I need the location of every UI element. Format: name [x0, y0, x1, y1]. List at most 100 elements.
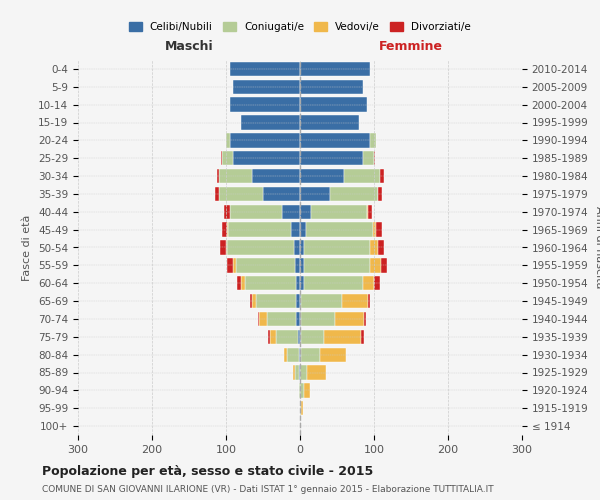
Bar [300, 348, 301, 362]
Bar [320, 348, 346, 362]
Bar [241, 116, 300, 130]
Bar [227, 258, 233, 272]
Bar [252, 294, 256, 308]
Bar [363, 276, 374, 290]
Bar [367, 204, 368, 219]
Bar [300, 222, 306, 237]
Y-axis label: Anni di nascita: Anni di nascita [594, 206, 600, 289]
Bar [226, 240, 227, 254]
Bar [263, 187, 300, 201]
Bar [299, 348, 300, 362]
Bar [236, 258, 295, 272]
Bar [329, 187, 378, 201]
Bar [284, 348, 287, 362]
Bar [300, 330, 301, 344]
Bar [258, 312, 259, 326]
Bar [218, 169, 252, 183]
Bar [361, 330, 364, 344]
Bar [233, 151, 300, 166]
Bar [224, 204, 230, 219]
Bar [291, 222, 300, 237]
Bar [300, 240, 304, 254]
Bar [287, 348, 299, 362]
Bar [370, 133, 376, 148]
Bar [269, 330, 275, 344]
Bar [221, 151, 222, 166]
Bar [380, 169, 383, 183]
Bar [296, 276, 300, 290]
Bar [295, 366, 299, 380]
Bar [300, 204, 311, 219]
Bar [233, 258, 236, 272]
Bar [226, 133, 230, 148]
Bar [374, 151, 376, 166]
Bar [230, 133, 300, 148]
Bar [296, 294, 300, 308]
Bar [300, 151, 363, 166]
Legend: Celibi/Nubili, Coniugati/e, Vedovi/e, Divorziati/e: Celibi/Nubili, Coniugati/e, Vedovi/e, Di… [124, 16, 476, 37]
Bar [298, 330, 300, 344]
Bar [296, 312, 300, 326]
Bar [215, 187, 218, 201]
Bar [294, 240, 300, 254]
Bar [378, 187, 379, 201]
Bar [301, 312, 335, 326]
Bar [344, 169, 380, 183]
Bar [300, 116, 359, 130]
Text: COMUNE DI SAN GIOVANNI ILARIONE (VR) - Dati ISTAT 1° gennaio 2015 - Elaborazione: COMUNE DI SAN GIOVANNI ILARIONE (VR) - D… [42, 485, 494, 494]
Bar [237, 276, 241, 290]
Bar [379, 187, 382, 201]
Bar [227, 222, 228, 237]
Bar [368, 294, 370, 308]
Bar [217, 169, 218, 183]
Text: Maschi: Maschi [164, 40, 214, 53]
Bar [245, 276, 296, 290]
Bar [304, 276, 363, 290]
Bar [300, 169, 344, 183]
Bar [304, 258, 370, 272]
Bar [373, 222, 376, 237]
Bar [376, 222, 382, 237]
Bar [323, 330, 361, 344]
Y-axis label: Fasce di età: Fasce di età [22, 214, 32, 280]
Text: Femmine: Femmine [379, 40, 443, 53]
Bar [275, 330, 298, 344]
Bar [293, 366, 295, 380]
Bar [304, 240, 370, 254]
Bar [230, 62, 300, 76]
Bar [252, 169, 300, 183]
Bar [230, 98, 300, 112]
Bar [221, 222, 227, 237]
Bar [300, 366, 307, 380]
Bar [256, 294, 296, 308]
Text: Popolazione per età, sesso e stato civile - 2015: Popolazione per età, sesso e stato civil… [42, 465, 373, 478]
Bar [228, 222, 291, 237]
Bar [218, 187, 263, 201]
Bar [306, 222, 373, 237]
Bar [233, 80, 300, 94]
Bar [370, 258, 382, 272]
Bar [335, 312, 364, 326]
Bar [300, 187, 329, 201]
Bar [241, 276, 245, 290]
Bar [374, 276, 380, 290]
Bar [299, 383, 300, 398]
Bar [300, 98, 367, 112]
Bar [300, 383, 304, 398]
Bar [300, 276, 304, 290]
Bar [300, 294, 301, 308]
Bar [300, 258, 304, 272]
Bar [307, 366, 326, 380]
Bar [266, 312, 296, 326]
Bar [301, 401, 303, 415]
Bar [227, 240, 294, 254]
Bar [295, 258, 300, 272]
Bar [268, 330, 269, 344]
Bar [230, 204, 281, 219]
Bar [300, 62, 370, 76]
Bar [364, 312, 366, 326]
Bar [311, 204, 367, 219]
Bar [370, 240, 378, 254]
Bar [220, 240, 226, 254]
Bar [281, 204, 300, 219]
